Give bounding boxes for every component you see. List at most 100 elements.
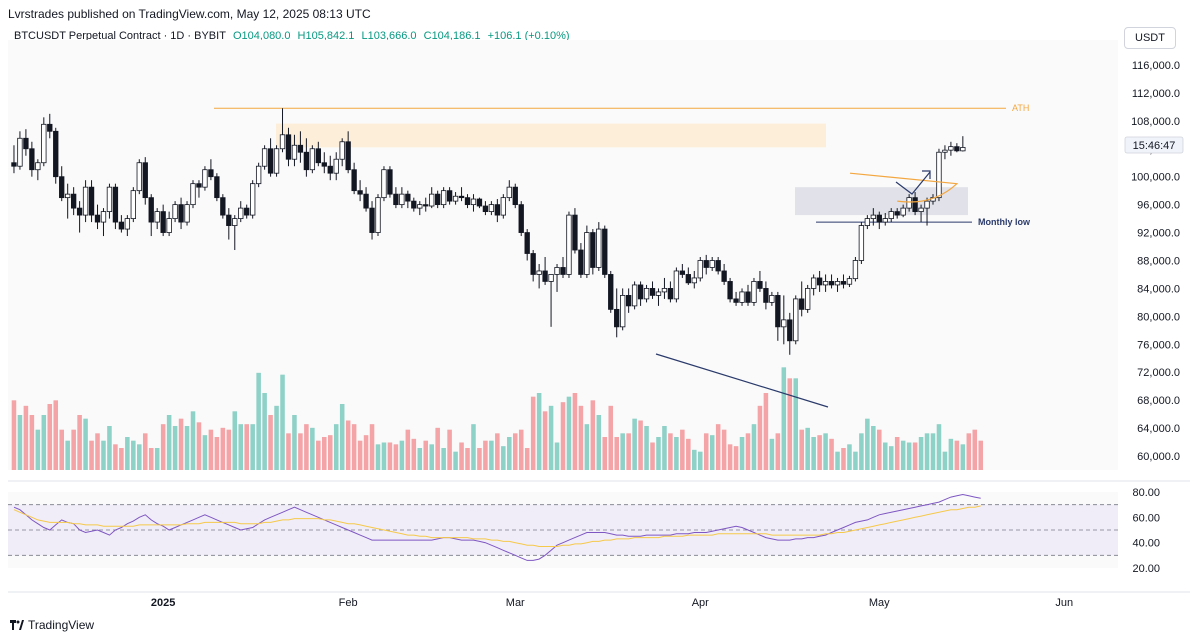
- volume-bar: [148, 448, 154, 470]
- volume-bar: [244, 424, 249, 470]
- volume-bar: [322, 437, 327, 470]
- candle-body: [178, 204, 184, 223]
- moving-average-line: [849, 172, 959, 203]
- candle-body: [685, 274, 691, 284]
- candle: [76, 201, 83, 233]
- price-tick-label: 108,000.0: [1131, 116, 1180, 128]
- volume-bar: [584, 424, 590, 470]
- volume-bar: [280, 374, 285, 470]
- candle: [787, 312, 793, 355]
- candle: [118, 215, 125, 233]
- candle-body: [17, 137, 23, 167]
- candle: [614, 288, 620, 338]
- candle: [494, 199, 501, 223]
- volume-bar: [775, 433, 781, 470]
- candle-body: [315, 148, 321, 164]
- candle: [566, 211, 572, 278]
- candle-body: [238, 207, 244, 219]
- candle-body: [208, 169, 214, 178]
- currency-button[interactable]: USDT: [1124, 27, 1176, 49]
- tradingview-logo-icon: [10, 620, 24, 630]
- volume-bar: [65, 440, 70, 470]
- candle: [291, 134, 298, 167]
- candle: [584, 225, 590, 278]
- volume-bar: [262, 393, 267, 470]
- candle: [727, 277, 733, 303]
- candle-body: [769, 295, 775, 303]
- candle-body: [351, 169, 357, 192]
- volume-bar: [107, 426, 112, 470]
- candle: [721, 263, 727, 285]
- candle-body: [727, 281, 733, 300]
- volume-bar: [811, 437, 816, 470]
- candle-body: [333, 158, 339, 174]
- candle-body: [470, 198, 477, 206]
- candle: [649, 281, 656, 299]
- candle-body: [357, 190, 363, 195]
- candle: [548, 274, 554, 327]
- candle: [29, 141, 35, 177]
- volume-bar: [357, 440, 363, 470]
- volume-bar: [656, 437, 661, 470]
- candle: [524, 229, 530, 261]
- close-value: C104,186.1: [423, 30, 481, 42]
- candle-body: [643, 288, 650, 300]
- candle: [106, 183, 113, 219]
- candle-body: [47, 123, 53, 132]
- volume-bar: [453, 451, 458, 470]
- candle: [136, 159, 142, 195]
- candle-body: [948, 146, 954, 151]
- candle: [751, 277, 757, 306]
- candle: [47, 113, 53, 139]
- volume-bar: [387, 442, 393, 470]
- candle-body: [23, 137, 29, 150]
- time-tick-label: May: [869, 597, 890, 609]
- candle: [637, 281, 644, 306]
- candle-body: [309, 148, 316, 171]
- candle-body: [715, 260, 721, 272]
- candle: [572, 208, 578, 254]
- volume-bar: [375, 444, 381, 470]
- candle: [196, 180, 202, 198]
- candle-body: [303, 151, 310, 171]
- volume-bar: [924, 433, 930, 470]
- candle: [560, 257, 566, 278]
- candle-body: [82, 186, 89, 216]
- candle-body: [536, 270, 542, 275]
- volume-bar: [721, 429, 727, 470]
- volume-bar: [95, 433, 100, 470]
- ath-label: ATH: [1012, 103, 1029, 113]
- candle-body: [291, 144, 298, 160]
- candle: [226, 208, 232, 240]
- volume-bar: [602, 437, 608, 470]
- volume-bar: [554, 442, 560, 470]
- rsi-line: [13, 493, 981, 561]
- divergence-line: [655, 353, 829, 408]
- volume-bar: [805, 427, 810, 470]
- candle-body: [584, 232, 590, 275]
- brand: TradingView: [10, 618, 94, 632]
- volume-bar: [333, 424, 339, 470]
- volume-bar: [232, 411, 238, 470]
- candle-body: [279, 134, 286, 150]
- volume-bar: [972, 429, 978, 470]
- volume-bar: [888, 446, 894, 470]
- candle: [518, 201, 524, 237]
- candle: [172, 201, 178, 223]
- volume-bar: [125, 437, 130, 470]
- candle: [130, 187, 136, 223]
- candle-body: [757, 281, 763, 289]
- candle: [900, 204, 906, 218]
- candle-body: [118, 221, 125, 230]
- candle: [828, 274, 835, 289]
- candle: [805, 284, 811, 313]
- candle: [625, 288, 632, 313]
- candle-body: [840, 281, 847, 285]
- candle-body: [661, 288, 668, 293]
- volume-bar: [411, 438, 417, 470]
- candle-body: [112, 186, 119, 223]
- candle: [65, 183, 71, 219]
- candle: [697, 257, 703, 282]
- candle: [393, 187, 399, 209]
